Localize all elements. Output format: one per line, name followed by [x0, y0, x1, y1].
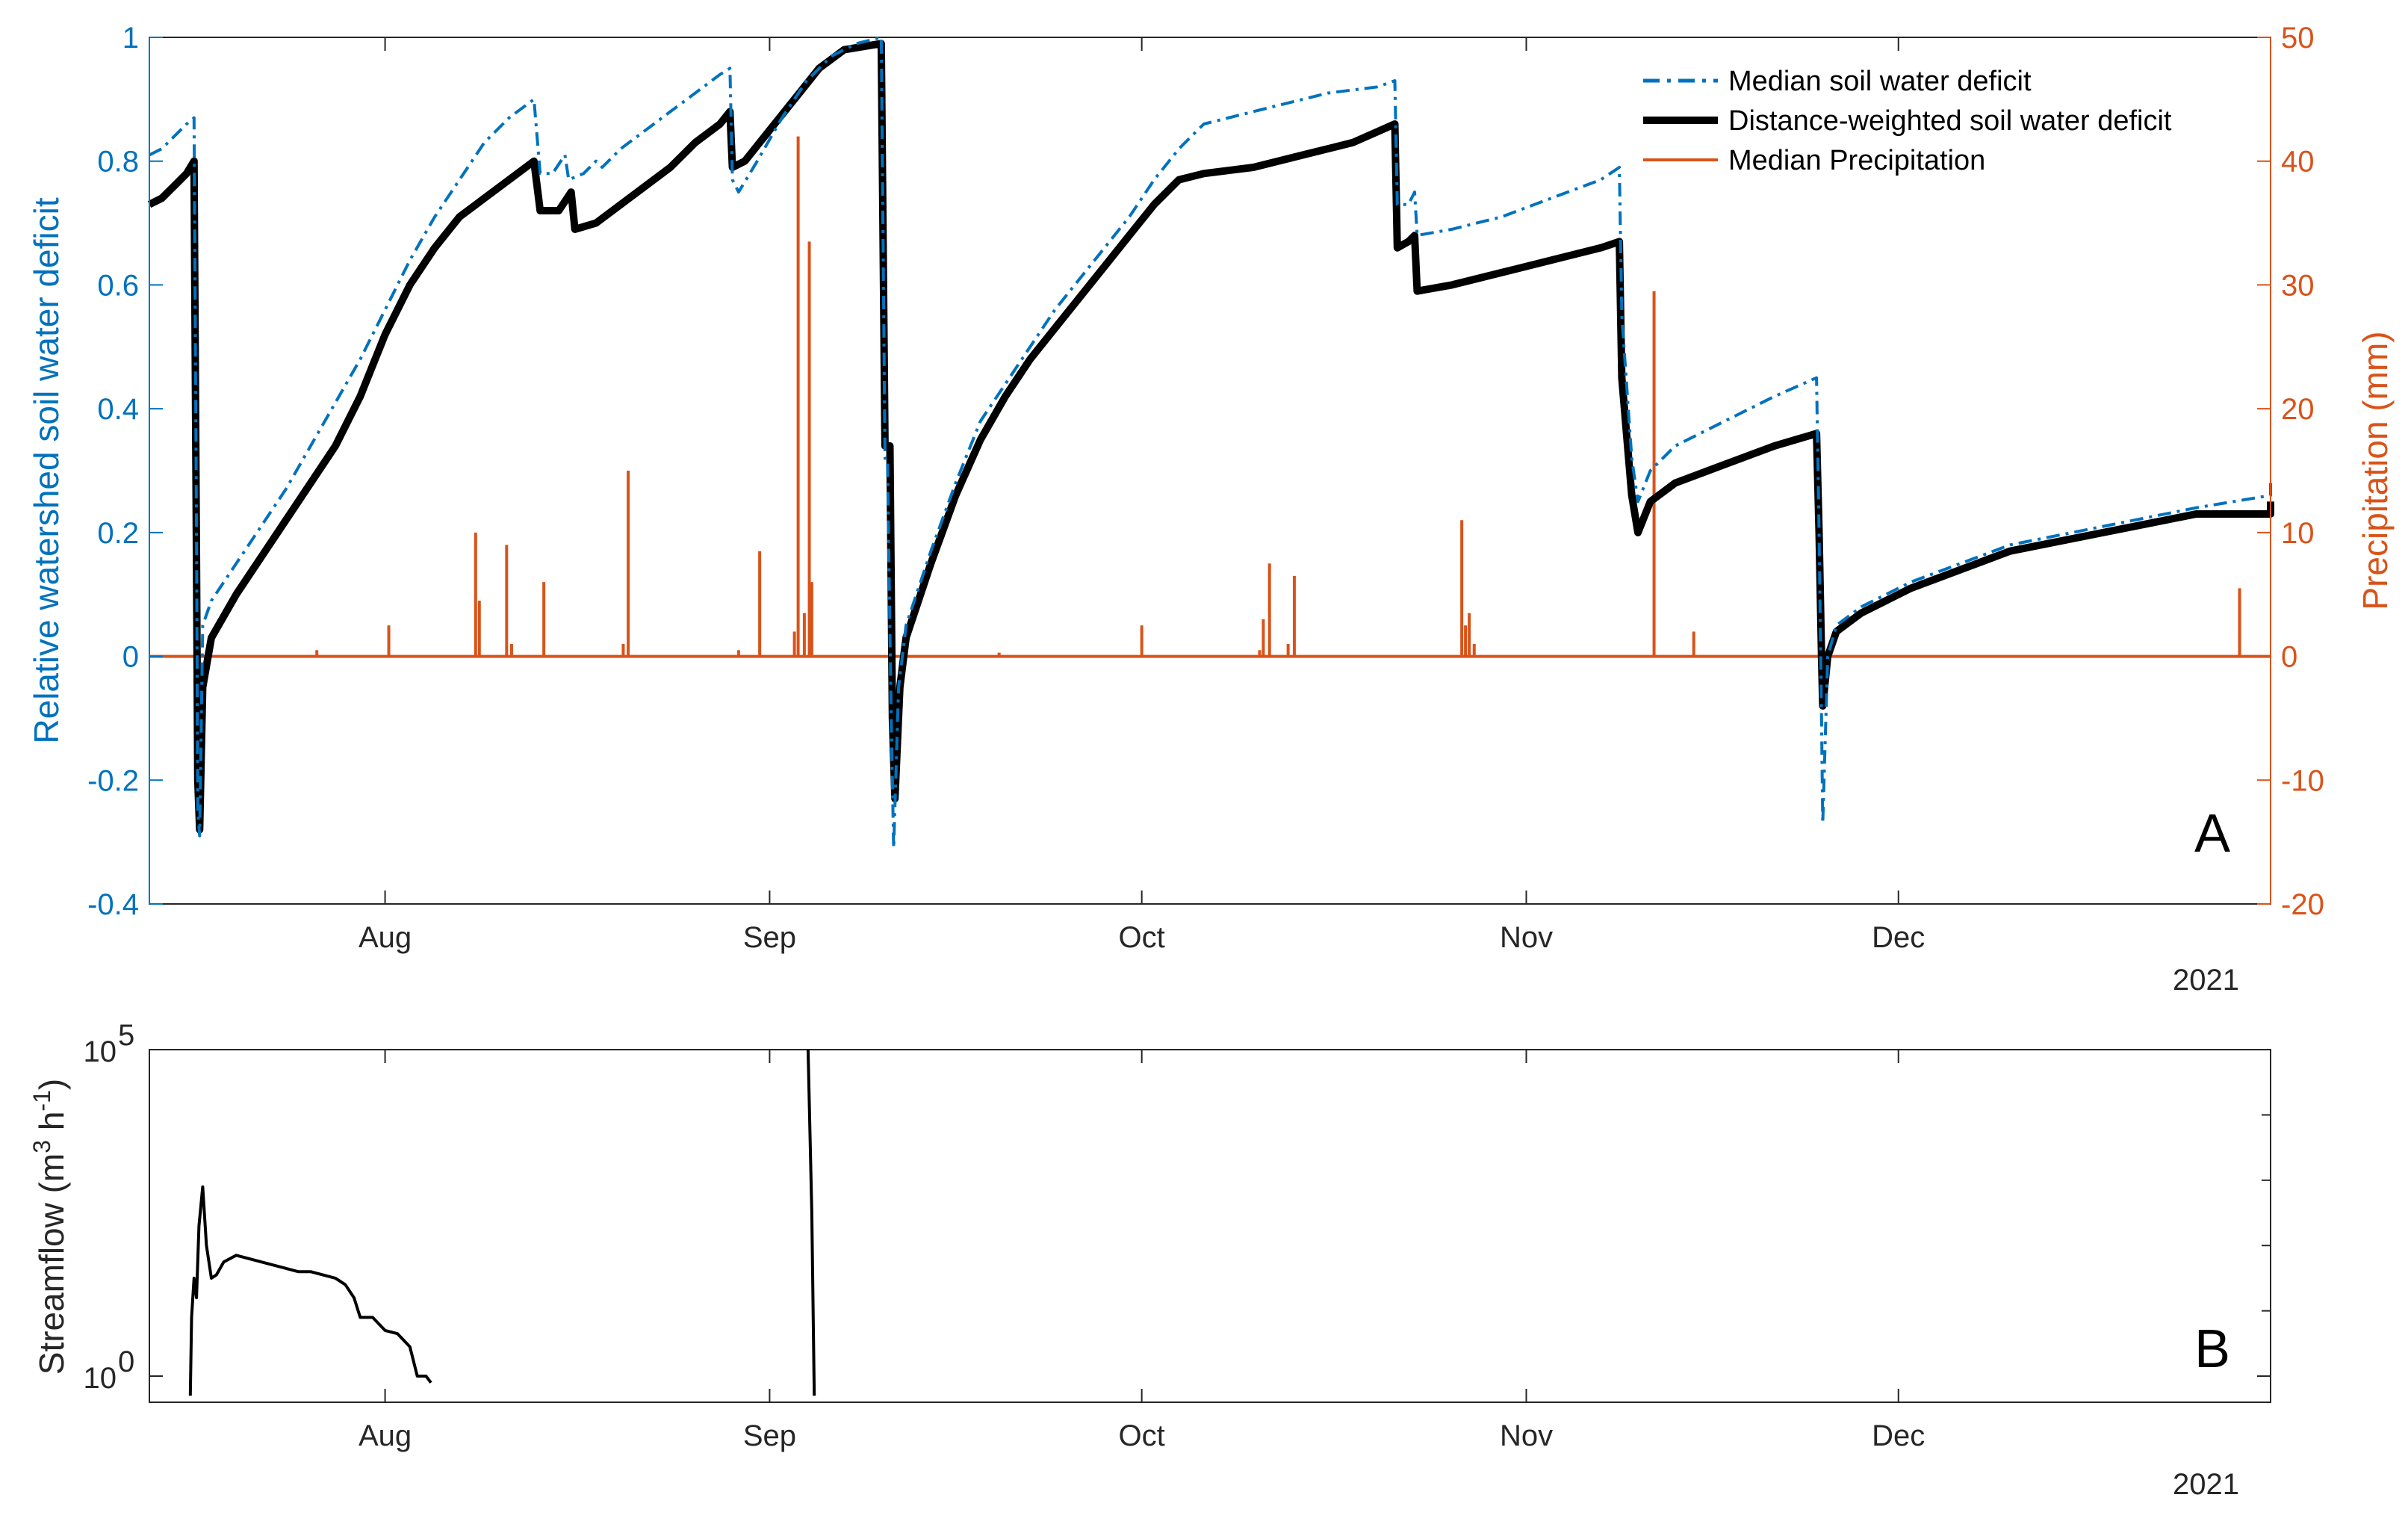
legend-label-median-deficit: Median soil water deficit	[1728, 66, 2032, 97]
panel-a-x-tick-label-0: Aug	[359, 921, 412, 954]
legend-label-precipitation: Median Precipitation	[1728, 145, 1985, 176]
panel-b-y-axis-label: Streamflow (m3 h-1)	[28, 1079, 71, 1375]
left-tick-label-2: 0	[122, 641, 139, 674]
panel-a-x-tick-label-3: Nov	[1500, 921, 1553, 954]
left-y-axis-ticks: -0.4 -0.2 0 0.2 0.4 0.6 0.8 1	[87, 22, 163, 921]
panel-a: -0.4 -0.2 0 0.2 0.4 0.6 0.8 1 -20 -10 0 10 20 30 40 50…	[27, 22, 2395, 997]
streamflow-segment-0	[188, 1185, 432, 1396]
ylabel-part-1: Streamflow (m	[32, 1153, 71, 1375]
ylabel-part-2: h	[32, 1112, 71, 1140]
panel-b-x-tick-label-0: Aug	[359, 1419, 412, 1452]
panel-b-plot-area	[149, 1049, 2271, 1403]
left-tick-label-6: 0.8	[97, 146, 139, 179]
ylabel-superscript-3: 3	[28, 1140, 55, 1153]
deficit-series	[147, 36, 2274, 850]
panel-a-x-axis-ticks: Aug Sep Oct Nov Dec	[359, 37, 1925, 954]
left-tick-label-0: -0.4	[87, 888, 139, 921]
right-tick-label-1: -10	[2281, 764, 2324, 797]
ylabel-superscript-neg1: -1	[28, 1090, 55, 1111]
right-tick-label-0: -20	[2281, 888, 2324, 921]
panel-a-x-tick-label-1: Sep	[743, 921, 796, 954]
panel-b-x-tick-label-3: Nov	[1500, 1419, 1553, 1452]
panel-b-y-tick-exponent-0: 0	[118, 1345, 134, 1378]
right-tick-label-6: 40	[2281, 146, 2315, 179]
left-y-axis-label: Relative watershed soil water deficit	[27, 197, 66, 743]
panel-b-y-tick-label-1: 10	[84, 1035, 117, 1068]
right-tick-label-5: 30	[2281, 269, 2315, 302]
panel-b-x-tick-label-4: Dec	[1872, 1419, 1925, 1452]
panel-b-y-axis-ticks: 10 010 5	[84, 1019, 2271, 1395]
right-tick-label-3: 10	[2281, 517, 2315, 550]
distance-weighted-deficit-line	[147, 40, 2274, 834]
panel-b-x-tick-label-1: Sep	[743, 1419, 796, 1452]
right-y-axis-ticks: -20 -10 0 10 20 30 40 50	[2257, 22, 2324, 921]
streamflow-segment-1	[806, 1049, 816, 1396]
panel-b-x-tick-label-2: Oct	[1119, 1419, 1165, 1452]
legend-label-distance-weighted: Distance-weighted soil water deficit	[1728, 105, 2172, 137]
left-tick-label-7: 1	[122, 22, 139, 55]
panel-b-letter: B	[2194, 1319, 2230, 1379]
right-tick-label-7: 50	[2281, 22, 2315, 55]
panel-b-year-label: 2021	[2173, 1468, 2239, 1501]
panel-b: 10 010 5 Aug Sep Oct Nov Dec Streamflow (m3 h-…	[28, 1019, 2271, 1501]
panel-b-y-tick-label-0: 10	[84, 1362, 117, 1395]
left-tick-label-5: 0.6	[97, 269, 139, 302]
panel-b-y-tick-exponent-1: 5	[118, 1019, 134, 1052]
right-y-axis-label: Precipitation (mm)	[2356, 331, 2395, 610]
panel-a-x-tick-label-4: Dec	[1872, 921, 1925, 954]
panel-a-year-label: 2021	[2173, 964, 2239, 997]
streamflow-series	[188, 1049, 816, 1396]
panel-a-letter: A	[2194, 804, 2230, 864]
legend[interactable]: Median soil water deficit Distance-weigh…	[1643, 66, 2172, 176]
panel-b-x-axis-ticks: Aug Sep Oct Nov Dec	[359, 1050, 1925, 1452]
right-tick-label-4: 20	[2281, 393, 2315, 426]
right-tick-label-2: 0	[2281, 641, 2297, 674]
left-tick-label-4: 0.4	[97, 393, 139, 426]
left-tick-label-1: -0.2	[87, 764, 139, 797]
ylabel-part-3: )	[32, 1079, 71, 1090]
left-tick-label-3: 0.2	[97, 517, 139, 550]
panel-a-x-tick-label-2: Oct	[1119, 921, 1165, 954]
median-deficit-line	[149, 36, 2272, 850]
